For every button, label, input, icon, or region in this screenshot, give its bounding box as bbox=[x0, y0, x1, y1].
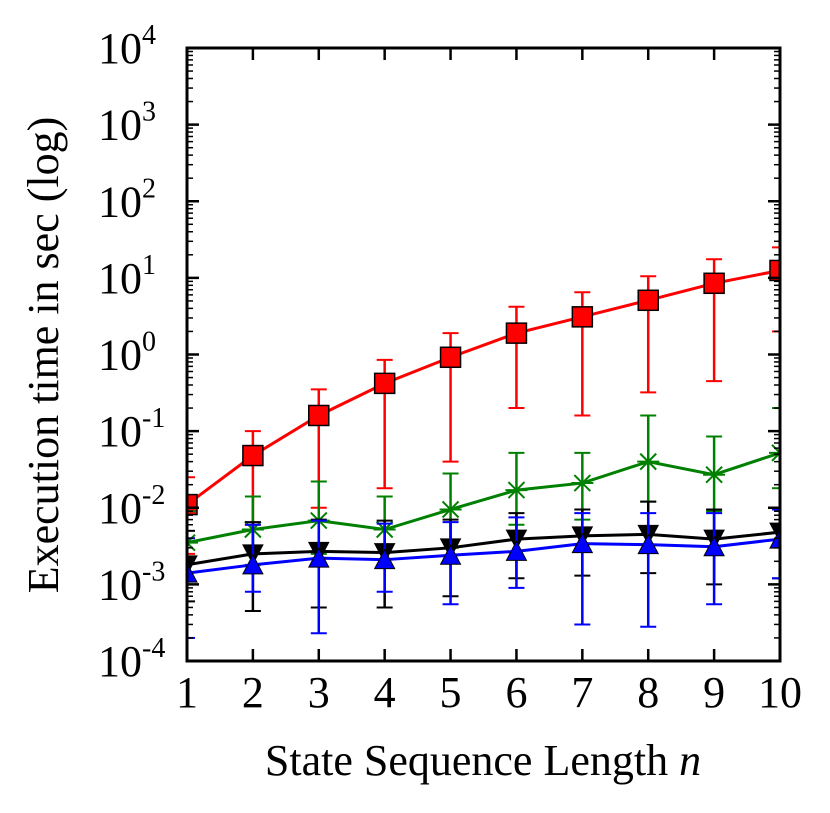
marker-green-x-series-7 bbox=[571, 474, 594, 492]
black-down-triangle-series bbox=[187, 500, 780, 612]
x-tick-label-1: 1 bbox=[176, 668, 198, 717]
y-tick-label-exp-5: 1 bbox=[142, 250, 156, 281]
marker-blue-up-triangle-series-4 bbox=[373, 548, 396, 570]
y-tick-label-8: 104 bbox=[98, 20, 156, 73]
plot-frame bbox=[185, 46, 782, 663]
y-tick-label-exp-6: 2 bbox=[142, 173, 156, 204]
x-tick-label-4: 4 bbox=[374, 668, 396, 717]
marker-red-square-series-6 bbox=[505, 322, 528, 344]
y-tick-label-base-3: 10 bbox=[98, 407, 142, 456]
marker-blue-up-triangle-series-3 bbox=[307, 547, 330, 568]
x-axis-title-text: State Sequence Length bbox=[265, 736, 668, 785]
black-down-triangle-series-markers bbox=[187, 522, 780, 576]
marker-blue-up-triangle-series-5 bbox=[439, 544, 462, 565]
green-x-series-line bbox=[187, 451, 780, 545]
y-tick-label-0: 10-4 bbox=[98, 633, 165, 686]
y-tick-label-base-2: 10 bbox=[98, 484, 142, 533]
y-tick-label-4: 100 bbox=[98, 327, 156, 380]
y-tick-label-base-5: 10 bbox=[98, 254, 142, 303]
marker-blue-up-triangle-series-9 bbox=[703, 535, 725, 557]
y-tick-label-6: 102 bbox=[98, 173, 156, 226]
marker-red-square-series-9 bbox=[703, 272, 725, 295]
marker-red-square-series-1 bbox=[187, 493, 198, 516]
blue-up-triangle-series-errorbars bbox=[187, 508, 780, 639]
y-tick-label-base-4: 10 bbox=[98, 331, 142, 380]
y-tick-label-base-8: 10 bbox=[98, 24, 142, 73]
marker-blue-up-triangle-series-2 bbox=[242, 553, 264, 575]
x-tick-label-8: 8 bbox=[637, 668, 659, 717]
marker-blue-up-triangle-series-8 bbox=[637, 533, 660, 555]
red-square-series-line bbox=[187, 268, 780, 506]
red-square-series-errorbars bbox=[187, 246, 780, 555]
blue-up-triangle-series-markers bbox=[187, 528, 780, 583]
y-tick-label-3: 10-1 bbox=[98, 403, 165, 456]
y-tick-label-1: 10-3 bbox=[98, 556, 165, 609]
x-tick-label-6: 6 bbox=[505, 668, 527, 717]
y-tick-label-2: 10-2 bbox=[98, 480, 165, 533]
series-layer bbox=[187, 246, 780, 639]
y-tick-label-base-6: 10 bbox=[98, 177, 142, 226]
x-tick-label-3: 3 bbox=[308, 668, 330, 717]
y-tick-label-exp-8: 4 bbox=[142, 20, 156, 51]
x-axis-title-variable: n bbox=[679, 736, 701, 785]
plot-area bbox=[187, 246, 780, 639]
marker-green-x-series-5 bbox=[439, 500, 462, 519]
marker-red-square-series-4 bbox=[373, 372, 396, 395]
x-tick-label-9: 9 bbox=[703, 668, 725, 717]
x-tick-label-2: 2 bbox=[242, 668, 264, 717]
y-tick-label-exp-4: 0 bbox=[142, 327, 156, 358]
green-x-series-markers bbox=[187, 444, 780, 552]
x-tick-label-5: 5 bbox=[440, 668, 462, 717]
marker-red-square-series-10 bbox=[769, 259, 780, 282]
marker-green-x-series-6 bbox=[505, 481, 528, 499]
marker-green-x-series-8 bbox=[637, 452, 660, 471]
y-tick-label-exp-3: -1 bbox=[142, 403, 165, 434]
red-square-series-markers bbox=[187, 259, 780, 516]
y-tick-label-base-0: 10 bbox=[98, 637, 142, 686]
marker-blue-up-triangle-series-1 bbox=[187, 562, 198, 583]
black-down-triangle-series-errorbars bbox=[187, 500, 780, 612]
marker-red-square-series-8 bbox=[637, 289, 659, 312]
marker-red-square-series-5 bbox=[439, 346, 462, 369]
x-axis-title: State Sequence Length n bbox=[265, 736, 701, 785]
y-tick-label-exp-7: 3 bbox=[142, 97, 156, 128]
blue-up-triangle-series-line bbox=[187, 537, 780, 575]
y-tick-label-base-7: 10 bbox=[98, 101, 142, 150]
blue-up-triangle-series bbox=[187, 508, 780, 639]
y-tick-label-exp-0: -4 bbox=[142, 633, 165, 664]
red-square-series bbox=[187, 246, 780, 555]
marker-green-x-series-9 bbox=[703, 465, 726, 484]
black-down-triangle-series-line bbox=[187, 530, 780, 567]
marker-red-square-series-3 bbox=[308, 404, 330, 427]
marker-blue-up-triangle-series-7 bbox=[571, 532, 594, 554]
marker-blue-up-triangle-series-6 bbox=[505, 540, 528, 561]
marker-red-square-series-7 bbox=[571, 306, 594, 328]
x-tick-label-7: 7 bbox=[571, 668, 593, 717]
y-tick-label-base-1: 10 bbox=[98, 560, 142, 609]
y-tick-label-exp-1: -3 bbox=[142, 556, 165, 587]
x-tick-label-10: 10 bbox=[758, 668, 802, 717]
y-tick-label-7: 103 bbox=[98, 97, 156, 150]
marker-red-square-series-2 bbox=[242, 444, 264, 467]
y-tick-label-5: 101 bbox=[98, 250, 156, 303]
y-tick-label-exp-2: -2 bbox=[142, 480, 165, 511]
y-axis-title: Execution time in sec (log) bbox=[19, 117, 68, 594]
